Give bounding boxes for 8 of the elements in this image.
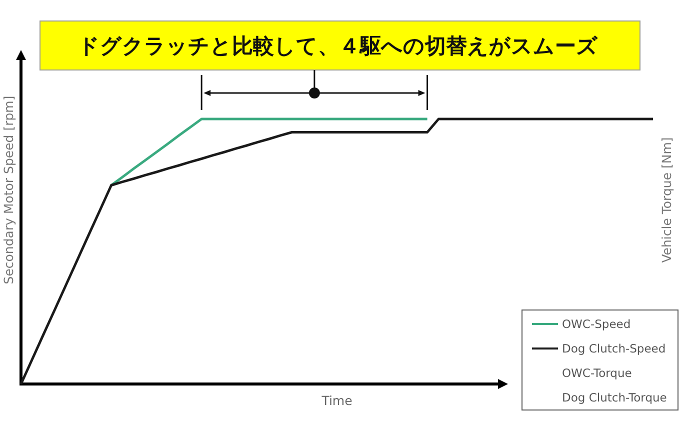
text: OWC-Torque <box>562 366 632 380</box>
chart-title: ドグクラッチと比較して、４駆への切替えがスムーズ <box>78 34 598 58</box>
x-axis-title: Time <box>320 393 353 408</box>
y-axis-title: Secondary Motor Speed [rpm] <box>1 96 16 284</box>
legend-label: Dog Clutch-Speed <box>562 342 666 356</box>
y2-axis-title: Vehicle Torque [Nm] <box>659 137 674 263</box>
legend-label: OWC-Speed <box>562 317 631 331</box>
text: Dog Clutch-Torque <box>562 390 667 404</box>
